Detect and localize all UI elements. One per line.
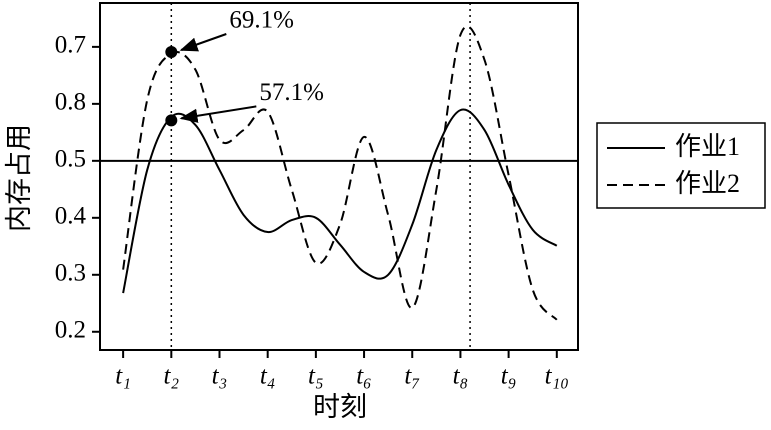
annotation-label: 69.1% xyxy=(229,7,294,34)
x-tick-label: t₉ xyxy=(501,363,517,390)
y-tick-label: 0.5 xyxy=(55,146,86,173)
series-line xyxy=(122,25,558,321)
legend-box xyxy=(596,122,766,209)
annotation-arrow xyxy=(179,105,257,123)
annotation-point xyxy=(165,114,178,127)
x-tick-label: t₁ xyxy=(115,363,131,390)
plot-frame xyxy=(99,2,579,351)
x-tick-label: t₇ xyxy=(404,363,420,390)
y-tick-label: 0.4 xyxy=(55,203,87,230)
x-tick-label: t₈ xyxy=(453,363,469,390)
x-tick-label: t₃ xyxy=(212,363,228,390)
y-tick-label: 0.7 xyxy=(55,32,86,59)
series-line xyxy=(122,108,558,294)
annotation-point xyxy=(165,46,178,59)
y-tick-label: 0.3 xyxy=(55,260,86,287)
legend-label: 作业2 xyxy=(675,169,740,198)
y-tick-label: 0.2 xyxy=(55,317,86,344)
x-tick-label: t₄ xyxy=(260,363,276,390)
annotation-label: 57.1% xyxy=(259,79,324,106)
annotation-arrow xyxy=(179,33,227,52)
x-axis-label: 时刻 xyxy=(313,392,367,422)
x-tick-label: t₆ xyxy=(356,363,372,390)
x-tick-label: t₅ xyxy=(308,363,324,390)
legend-label: 作业1 xyxy=(675,132,740,161)
y-axis-label: 内存占用 xyxy=(4,124,34,232)
y-tick-label: 0.8 xyxy=(55,89,86,116)
x-tick-label: t₁₀ xyxy=(545,363,569,390)
x-tick-label: t₂ xyxy=(163,363,179,390)
